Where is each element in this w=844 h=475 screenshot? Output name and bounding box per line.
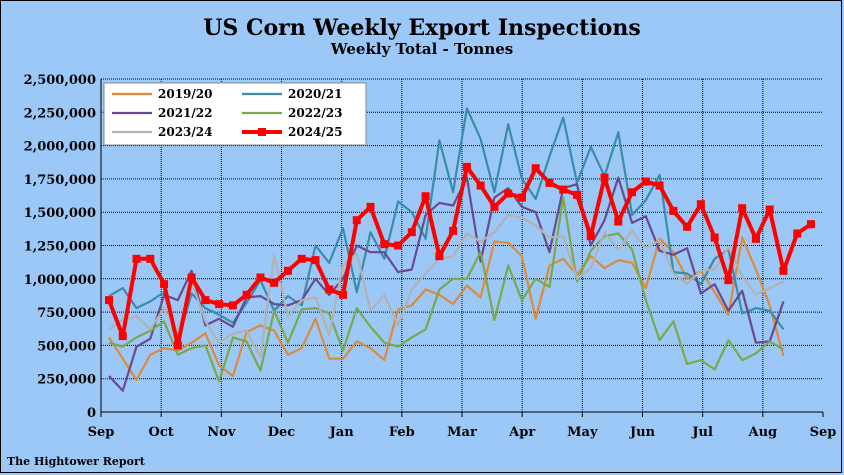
data-point <box>724 276 733 285</box>
footer-source: The Hightower Report <box>7 455 146 468</box>
data-point <box>105 296 113 305</box>
x-axis-ticks: Sep Oct Nov Dec Jan Feb Mar Apr May Jun Jul Aug Sep <box>88 79 837 440</box>
data-point <box>215 300 224 309</box>
data-point <box>807 220 815 229</box>
legend-swatch-marker <box>258 128 266 136</box>
data-point <box>531 164 540 173</box>
legend-label: 2024/25 <box>288 125 342 139</box>
data-point <box>146 254 155 263</box>
data-point <box>173 341 182 350</box>
x-tick-label: Dec <box>268 425 296 440</box>
data-point <box>256 273 265 282</box>
data-point <box>228 301 237 310</box>
y-tick-label: 1,500,000 <box>24 206 96 221</box>
data-point <box>710 233 719 242</box>
data-point <box>793 229 802 238</box>
data-point <box>325 285 334 294</box>
y-tick-label: 2,000,000 <box>24 140 96 155</box>
data-point <box>407 228 416 237</box>
legend-label: 2023/24 <box>158 125 212 139</box>
x-tick-label: May <box>567 425 598 440</box>
data-point <box>600 173 609 182</box>
data-point <box>449 226 458 235</box>
legend: 2019/20 2020/21 2021/22 2022/23 2023/24 2024/… <box>103 82 367 146</box>
x-tick-label: Oct <box>149 425 174 440</box>
legend-label: 2021/22 <box>158 106 212 120</box>
data-point <box>559 185 568 194</box>
y-tick-label: 1,250,000 <box>24 240 96 255</box>
data-point <box>421 192 430 201</box>
data-point <box>187 273 196 282</box>
data-point <box>573 190 581 199</box>
x-tick-label: Jun <box>629 425 656 440</box>
data-point <box>628 188 637 197</box>
x-tick-label: Jan <box>329 425 355 440</box>
series-line-2021-22 <box>108 176 785 392</box>
data-point <box>242 290 251 299</box>
series-line-2020-21 <box>108 107 785 343</box>
data-point <box>504 189 513 198</box>
data-point <box>545 178 554 187</box>
data-point <box>462 162 471 171</box>
data-point <box>655 181 664 190</box>
x-tick-label: Jul <box>691 425 713 440</box>
x-tick-label: Nov <box>207 425 236 440</box>
y-tick-label: 2,250,000 <box>24 106 96 121</box>
chart-title: US Corn Weekly Export Inspections <box>203 15 641 41</box>
data-point <box>297 254 306 263</box>
data-point <box>160 280 169 289</box>
y-axis-ticks: 2,500,000 2,250,000 2,000,000 1,750,000 1,50… <box>24 73 96 421</box>
x-tick-label: Sep <box>810 425 837 440</box>
series-line-2023-24 <box>108 213 784 359</box>
data-point <box>586 232 595 241</box>
x-tick-label: Mar <box>447 425 477 440</box>
data-point <box>614 217 623 226</box>
data-point <box>476 181 485 190</box>
data-point <box>201 296 210 305</box>
legend-label: 2020/21 <box>288 87 342 101</box>
data-point <box>779 266 788 275</box>
x-tick-label: Feb <box>389 425 415 440</box>
x-tick-label: Apr <box>508 425 535 440</box>
y-tick-label: 0 <box>87 406 96 421</box>
data-point <box>669 206 678 215</box>
series-line-2022-23 <box>108 196 785 383</box>
series-layer <box>105 107 815 392</box>
x-tick-label: Aug <box>748 425 778 440</box>
data-point <box>683 222 692 231</box>
data-point <box>435 252 444 261</box>
y-tick-label: 1,750,000 <box>24 173 96 188</box>
y-tick-label: 2,500,000 <box>24 73 96 88</box>
legend-label: 2022/23 <box>288 106 342 120</box>
chart-subtitle: Weekly Total - Tonnes <box>330 40 513 58</box>
data-point <box>339 290 347 299</box>
legend-label: 2019/20 <box>158 87 212 101</box>
y-tick-label: 250,000 <box>37 373 96 388</box>
data-point <box>738 204 747 213</box>
data-point <box>751 234 760 243</box>
y-tick-label: 500,000 <box>37 339 96 354</box>
data-point <box>765 205 774 214</box>
data-point <box>270 278 279 287</box>
data-point <box>311 256 320 265</box>
data-point <box>283 266 292 275</box>
data-point <box>517 193 526 202</box>
data-point <box>118 332 127 341</box>
data-point <box>490 202 499 211</box>
data-point <box>696 200 705 209</box>
data-point <box>380 240 389 249</box>
data-point <box>641 177 650 186</box>
y-tick-label: 1,000,000 <box>24 273 96 288</box>
data-point <box>366 202 375 211</box>
y-tick-label: 750,000 <box>37 306 96 321</box>
x-tick-label: Sep <box>88 425 115 440</box>
data-point <box>394 241 403 250</box>
data-point <box>352 216 361 225</box>
series-line-2024-25 <box>107 164 813 348</box>
data-point <box>132 254 141 263</box>
